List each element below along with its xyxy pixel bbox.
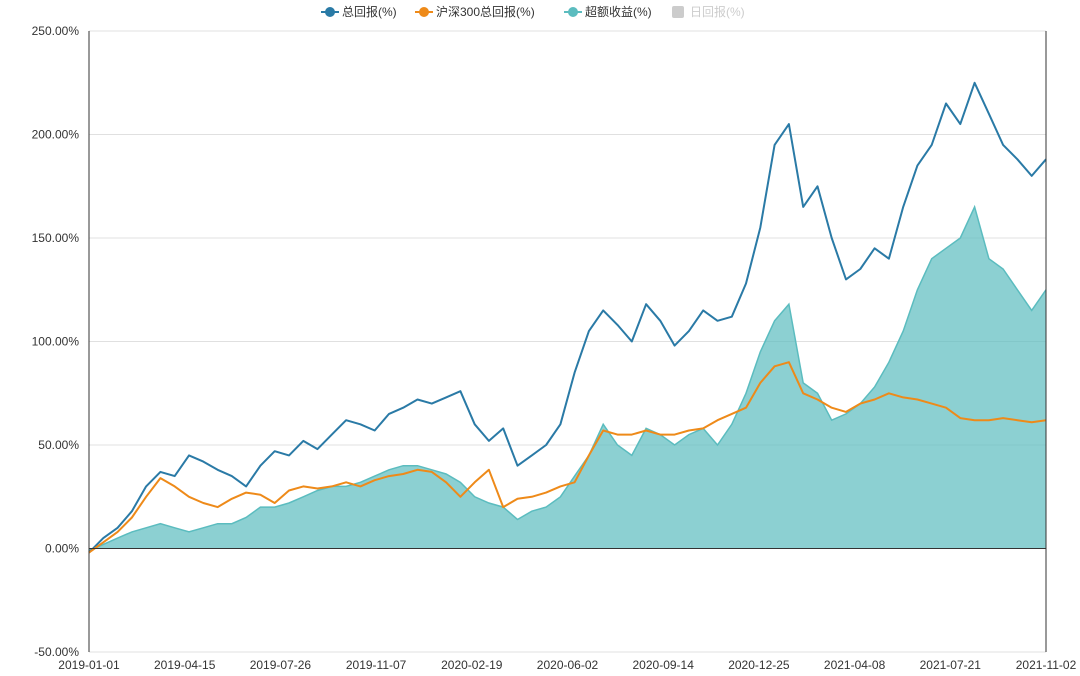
y-tick-label: -50.00% bbox=[34, 645, 79, 659]
x-tick-label: 2019-07-26 bbox=[250, 658, 312, 672]
y-tick-label: 0.00% bbox=[45, 542, 79, 556]
legend-label: 沪深300总回报(%) bbox=[436, 4, 535, 19]
total-return-line bbox=[88, 81, 1047, 554]
y-tick-label: 250.00% bbox=[32, 24, 80, 38]
legend-circle-icon bbox=[325, 7, 335, 17]
legend-item[interactable]: 日回报(%) bbox=[672, 4, 745, 19]
x-tick-label: 2021-04-08 bbox=[824, 658, 886, 672]
x-tick-label: 2021-07-21 bbox=[920, 658, 982, 672]
x-tick-label: 2020-02-19 bbox=[441, 658, 503, 672]
grid bbox=[89, 30, 1046, 653]
y-tick-label: 200.00% bbox=[32, 128, 80, 142]
y-tick-label: 50.00% bbox=[38, 438, 79, 452]
legend-label: 日回报(%) bbox=[690, 4, 745, 19]
x-tick-label: 2019-04-15 bbox=[154, 658, 216, 672]
csi300-return-line bbox=[88, 361, 1047, 554]
legend-circle-icon bbox=[568, 7, 578, 17]
excess-return-line bbox=[88, 204, 1047, 552]
x-tick-label: 2019-01-01 bbox=[58, 658, 120, 672]
y-tick-label: 100.00% bbox=[32, 335, 80, 349]
x-tick-label: 2020-09-14 bbox=[633, 658, 695, 672]
legend-label: 超额收益(%) bbox=[585, 4, 652, 19]
legend-item[interactable]: 超额收益(%) bbox=[564, 4, 652, 19]
x-tick-label: 2020-12-25 bbox=[728, 658, 790, 672]
series-layer bbox=[88, 81, 1047, 554]
y-tick-label: 150.00% bbox=[32, 231, 80, 245]
legend-item[interactable]: 总回报(%) bbox=[321, 4, 397, 19]
legend-circle-icon bbox=[419, 7, 429, 17]
legend-label: 总回报(%) bbox=[342, 4, 397, 19]
excess-return-area bbox=[89, 206, 1046, 551]
x-tick-label: 2019-11-07 bbox=[346, 658, 407, 672]
legend: 总回报(%) 沪深300总回报(%) 超额收益(%) 日回报(%) bbox=[321, 4, 745, 19]
legend-item[interactable]: 沪深300总回报(%) bbox=[415, 4, 535, 19]
legend-square-icon bbox=[672, 6, 684, 18]
x-tick-label: 2021-11-02 bbox=[1016, 658, 1077, 672]
x-tick-label: 2020-06-02 bbox=[537, 658, 599, 672]
axes: -50.00% 0.00% 50.00% 100.00% 150.00% 200.00% 2… bbox=[32, 24, 1077, 672]
